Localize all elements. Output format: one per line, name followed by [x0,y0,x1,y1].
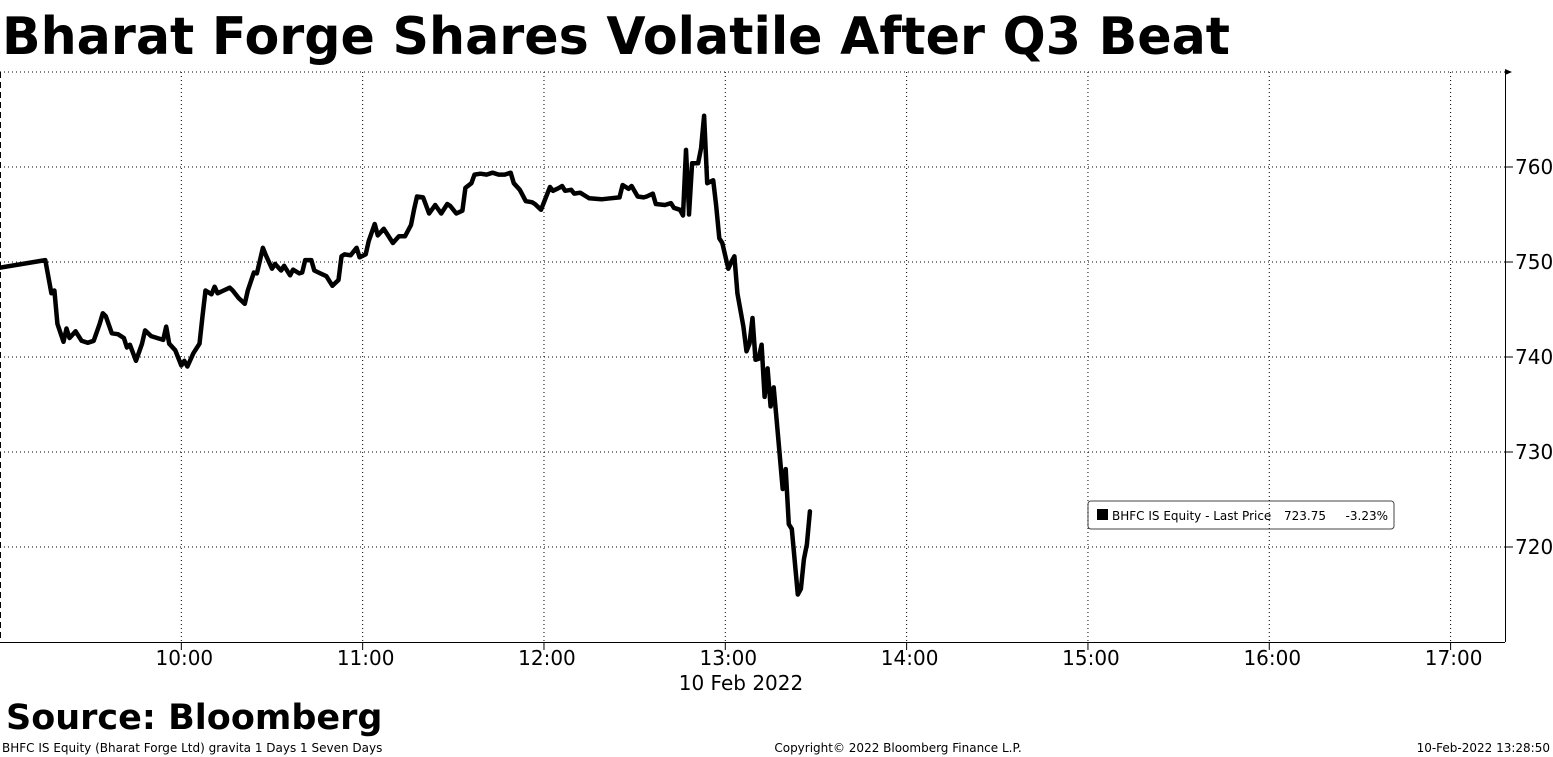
footer-right: 10-Feb-2022 13:28:50 [1417,741,1550,755]
legend-swatch [1097,509,1108,520]
footer-left: BHFC IS Equity (Bharat Forge Ltd) gravit… [2,741,382,755]
legend-box [1087,500,1395,530]
y-tick-label: 720 [1515,535,1553,559]
legend-name: BHFC IS Equity - Last Price [1112,509,1271,523]
x-tick-label: 11:00 [337,646,395,670]
y-tick-label: 760 [1515,155,1553,179]
source: Source: Bloomberg [6,698,382,738]
top-arrow [1505,69,1512,75]
chart-title: Bharat Forge Shares Volatile After Q3 Be… [2,7,1230,67]
x-tick-label: 15:00 [1062,646,1120,670]
x-tick-label: 17:00 [1425,646,1483,670]
y-tick-label: 750 [1515,250,1553,274]
legend: BHFC IS Equity - Last Price 723.75 -3.23… [1087,500,1395,530]
legend-last-price: 723.75 [1284,509,1326,523]
x-tick-label: 12:00 [518,646,576,670]
x-tick-label: 13:00 [699,646,757,670]
price-line [0,113,813,597]
legend-change: -3.23% [1346,509,1388,523]
footer-center: Copyright© 2022 Bloomberg Finance L.P. [774,741,1021,755]
x-tick-label: 14:00 [881,646,939,670]
y-tick-label: 730 [1515,440,1553,464]
x-tick-label: 10:00 [156,646,214,670]
y-tick-label: 740 [1515,345,1553,369]
x-tick-label: 16:00 [1243,646,1301,670]
x-axis-label: 10 Feb 2022 [679,671,803,695]
